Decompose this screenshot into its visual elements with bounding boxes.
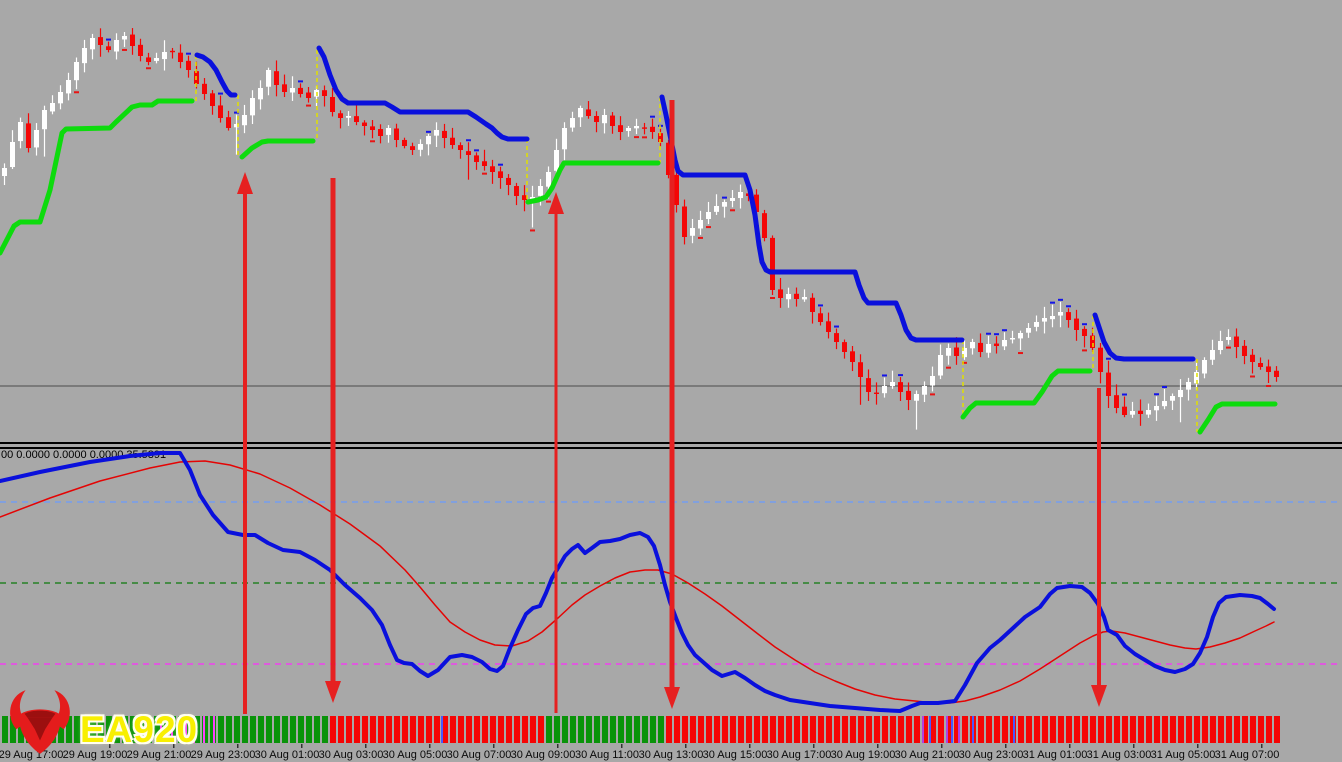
logo-text: EA920 xyxy=(80,708,199,750)
bull-head-icon xyxy=(10,690,70,754)
ea920-logo: EA920 xyxy=(4,686,198,758)
